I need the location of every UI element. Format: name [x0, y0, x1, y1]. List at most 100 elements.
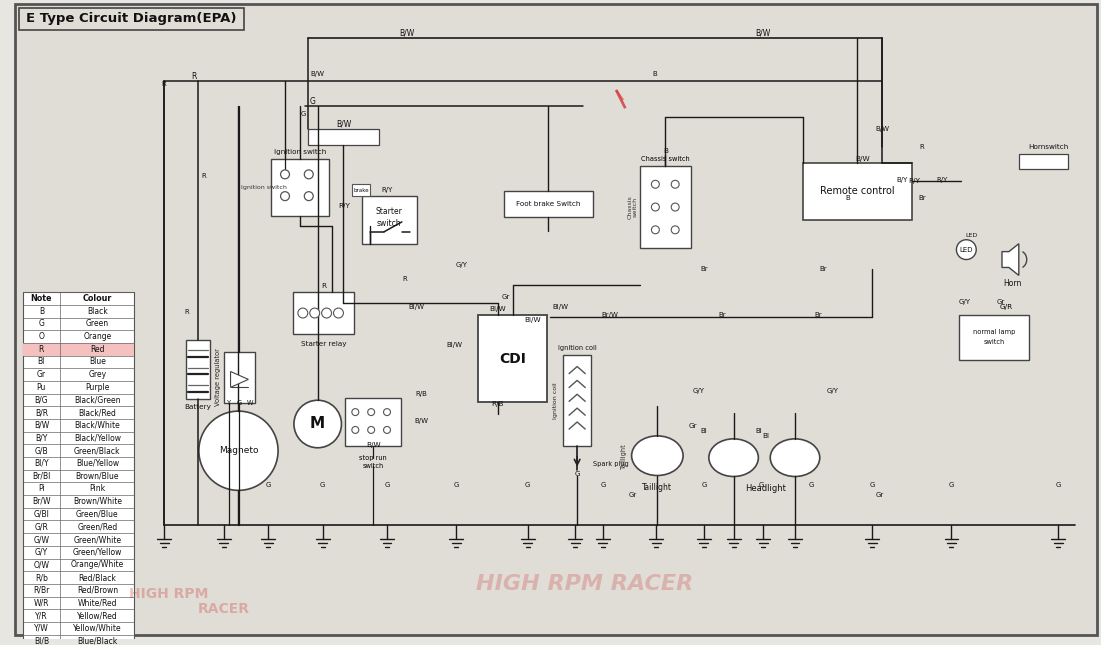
Bar: [224, 352, 255, 403]
Text: R: R: [192, 72, 197, 81]
Text: B: B: [39, 307, 44, 316]
Text: Br: Br: [814, 312, 821, 318]
Text: CDI: CDI: [500, 352, 526, 366]
Text: G: G: [759, 482, 764, 488]
Circle shape: [957, 240, 977, 259]
Bar: [186, 340, 210, 399]
Text: R/Y: R/Y: [908, 178, 919, 184]
Text: Bl/B: Bl/B: [34, 637, 48, 645]
Bar: [346, 398, 401, 446]
Bar: [308, 129, 379, 144]
Text: Blue/Black: Blue/Black: [77, 637, 118, 645]
Circle shape: [352, 409, 359, 415]
Circle shape: [652, 226, 659, 233]
Text: R/B: R/B: [492, 401, 504, 407]
Text: Foot brake Switch: Foot brake Switch: [516, 201, 580, 207]
Text: Red: Red: [90, 345, 105, 354]
Text: R/Y: R/Y: [936, 177, 947, 183]
Text: RACER: RACER: [197, 602, 250, 616]
Text: Br/Bl: Br/Bl: [32, 471, 51, 481]
Text: Colour: Colour: [83, 294, 112, 303]
Text: B: B: [846, 195, 850, 201]
Text: G: G: [309, 97, 316, 106]
Text: Y: Y: [227, 400, 230, 406]
Text: Pink: Pink: [89, 484, 106, 493]
Text: G/R: G/R: [1000, 304, 1013, 310]
Text: Br/W: Br/W: [601, 312, 619, 318]
Text: R/Y: R/Y: [338, 203, 350, 209]
Text: Br: Br: [819, 266, 827, 272]
Text: Black/Yellow: Black/Yellow: [74, 433, 121, 442]
Circle shape: [368, 409, 374, 415]
Text: Spark plug: Spark plug: [593, 461, 629, 466]
Text: W/R: W/R: [34, 599, 50, 608]
Text: Ignition switch: Ignition switch: [274, 148, 326, 155]
Text: Br: Br: [918, 195, 926, 201]
Text: Starter relay: Starter relay: [301, 341, 347, 347]
Text: W: W: [247, 400, 253, 406]
Circle shape: [294, 400, 341, 448]
Text: Taillight: Taillight: [642, 483, 673, 492]
Text: Ignition switch: Ignition switch: [241, 184, 287, 190]
Text: G/Y: G/Y: [958, 299, 970, 305]
Circle shape: [199, 411, 279, 490]
Text: Gr: Gr: [996, 299, 1005, 305]
Text: G: G: [384, 482, 390, 488]
Text: Ignition coil: Ignition coil: [553, 382, 558, 419]
Text: Bl/W: Bl/W: [524, 317, 541, 323]
Text: Yellow/White: Yellow/White: [73, 624, 122, 633]
Bar: [959, 315, 1028, 360]
Bar: [803, 163, 912, 220]
Text: R: R: [403, 276, 407, 283]
Text: G: G: [701, 482, 707, 488]
Text: Black/White: Black/White: [75, 421, 120, 430]
Circle shape: [368, 426, 374, 433]
Circle shape: [672, 203, 679, 211]
Text: Blue/Yellow: Blue/Yellow: [76, 459, 119, 468]
Text: G/Y: G/Y: [693, 388, 705, 394]
Text: Gr: Gr: [689, 423, 697, 429]
Text: R/Br: R/Br: [33, 586, 50, 595]
Text: Bl: Bl: [700, 428, 707, 434]
Bar: [478, 315, 547, 402]
Text: Chassis switch: Chassis switch: [641, 157, 689, 163]
Text: G: G: [265, 482, 271, 488]
Text: G: G: [39, 319, 44, 328]
Text: B/W: B/W: [366, 442, 381, 448]
Text: R: R: [162, 81, 166, 87]
Bar: [352, 184, 370, 196]
Text: HIGH RPM RACER: HIGH RPM RACER: [477, 575, 694, 595]
Text: Green: Green: [86, 319, 109, 328]
Text: LED: LED: [966, 233, 978, 238]
Circle shape: [334, 308, 344, 318]
Text: Br/W: Br/W: [32, 497, 51, 506]
Ellipse shape: [632, 436, 683, 475]
Text: HIGH RPM: HIGH RPM: [130, 588, 209, 601]
Text: O: O: [39, 332, 44, 341]
Text: G/R: G/R: [34, 522, 48, 531]
Text: Blue: Blue: [89, 357, 106, 366]
Text: B: B: [652, 72, 657, 77]
Text: Red/Brown: Red/Brown: [77, 586, 118, 595]
Bar: [23, 343, 134, 355]
Text: G: G: [949, 482, 955, 488]
Text: stop run: stop run: [359, 455, 388, 461]
Bar: [271, 159, 328, 216]
Text: Green/Red: Green/Red: [77, 522, 118, 531]
Text: Green/Yellow: Green/Yellow: [73, 548, 122, 557]
Text: B/W: B/W: [755, 28, 771, 37]
Text: Pi: Pi: [39, 484, 45, 493]
Circle shape: [652, 203, 659, 211]
Text: B/W: B/W: [400, 28, 414, 37]
Text: B/G: B/G: [34, 395, 48, 404]
Text: G/Bl: G/Bl: [33, 510, 50, 519]
Bar: [19, 8, 244, 30]
Circle shape: [281, 192, 290, 201]
Text: Ignition coil: Ignition coil: [558, 344, 597, 351]
Text: Bl/Y: Bl/Y: [34, 459, 48, 468]
Text: B/W: B/W: [34, 421, 50, 430]
Text: Gr: Gr: [629, 492, 636, 499]
Text: B/W: B/W: [415, 418, 428, 424]
Circle shape: [652, 181, 659, 188]
Text: Bl/W: Bl/W: [408, 304, 425, 310]
